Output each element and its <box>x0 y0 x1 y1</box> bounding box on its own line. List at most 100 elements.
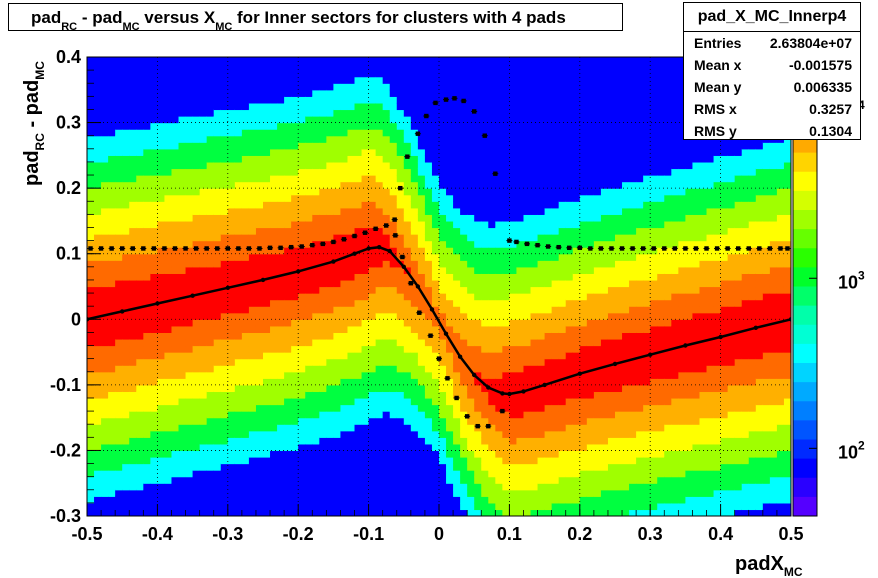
heat-cell <box>410 63 419 71</box>
heat-cell <box>509 122 518 130</box>
heat-cell <box>403 279 412 288</box>
heat-cell <box>565 247 574 255</box>
heat-cell <box>305 306 313 314</box>
heat-cell <box>101 70 109 78</box>
heat-cell <box>389 463 398 471</box>
heat-cell <box>474 102 482 111</box>
heat-cell <box>396 365 405 373</box>
heat-cell <box>143 135 151 143</box>
heat-cell <box>551 96 560 104</box>
heat-cell <box>164 286 173 294</box>
heat-cell <box>572 456 581 465</box>
heat-cell <box>396 312 405 320</box>
heat-cell <box>523 345 532 353</box>
heat-cell <box>417 358 426 366</box>
heat-cell <box>326 509 334 516</box>
heat-cell <box>206 496 215 504</box>
heat-cell <box>87 338 95 347</box>
heat-cell <box>453 332 461 340</box>
heat-cell <box>347 299 356 307</box>
heat-cell <box>333 194 342 202</box>
heat-cell <box>227 456 236 465</box>
heat-cell <box>284 194 292 202</box>
heat-cell <box>403 456 412 465</box>
heat-cell <box>291 378 299 386</box>
heat-cell <box>354 116 363 124</box>
heat-cell <box>319 437 327 445</box>
heat-cell <box>108 142 116 150</box>
heat-cell <box>164 345 173 353</box>
heat-cell <box>389 391 398 399</box>
heat-cell <box>502 312 510 320</box>
heat-cell <box>108 325 116 333</box>
heat-cell <box>565 345 574 353</box>
heat-cell <box>551 260 560 268</box>
heat-cell <box>565 424 574 432</box>
heat-cell <box>94 450 102 458</box>
heat-cell <box>234 391 243 399</box>
heat-cell <box>417 142 426 150</box>
heat-cell <box>305 214 313 222</box>
heat-cell <box>178 489 187 497</box>
heat-cell <box>424 489 433 497</box>
heat-cell <box>431 417 440 425</box>
heat-cell <box>122 129 130 137</box>
heat-cell <box>431 188 440 196</box>
heat-cell <box>150 109 158 117</box>
heat-cell <box>277 286 285 294</box>
heat-cell <box>277 266 285 274</box>
heat-cell <box>417 181 426 189</box>
heat-cell <box>157 214 166 222</box>
heat-cell <box>424 96 433 104</box>
heat-cell <box>481 161 489 170</box>
heat-cell <box>431 207 440 215</box>
heat-cell <box>143 502 151 511</box>
heat-cell <box>234 201 243 209</box>
heat-cell <box>453 63 461 71</box>
heat-cell <box>171 102 180 111</box>
heat-cell <box>319 483 327 491</box>
heat-cell <box>530 63 539 71</box>
heat-cell <box>291 502 299 511</box>
heat-cell <box>396 417 405 425</box>
heat-cell <box>220 220 229 229</box>
heat-cell <box>87 214 95 222</box>
heat-cell <box>558 358 567 366</box>
heat-cell <box>361 338 370 347</box>
heat-cell <box>361 76 370 84</box>
heat-cell <box>460 397 468 406</box>
heat-cell <box>87 70 95 78</box>
heat-cell <box>410 220 419 229</box>
heat-cell <box>122 430 130 438</box>
heat-cell <box>101 135 109 143</box>
heat-cell <box>361 502 370 511</box>
heat-cell <box>389 430 398 438</box>
heat-cell <box>403 168 412 176</box>
heat-cell <box>439 299 447 307</box>
heat-cell <box>277 240 285 248</box>
heat-cell <box>213 161 222 170</box>
heat-cell <box>417 122 426 130</box>
heat-cell <box>87 391 95 399</box>
heat-cell <box>579 142 588 150</box>
heat-cell <box>305 411 313 419</box>
heat-cell <box>565 266 574 274</box>
heat-cell <box>270 116 278 124</box>
heat-cell <box>544 483 553 491</box>
heat-cell <box>157 175 166 183</box>
heat-cell <box>396 168 405 176</box>
heat-cell <box>312 417 320 425</box>
heat-cell <box>234 122 243 130</box>
heat-cell <box>509 201 518 209</box>
heat-cell <box>530 332 539 340</box>
heat-cell <box>192 443 201 452</box>
heat-cell <box>263 102 271 111</box>
heat-cell <box>558 404 567 412</box>
heat-cell <box>115 404 123 412</box>
heat-cell <box>431 476 440 484</box>
heat-cell <box>389 155 398 163</box>
heat-cell <box>319 83 327 91</box>
heat-cell <box>530 502 539 511</box>
heat-cell <box>579 378 588 386</box>
heat-cell <box>115 463 123 471</box>
